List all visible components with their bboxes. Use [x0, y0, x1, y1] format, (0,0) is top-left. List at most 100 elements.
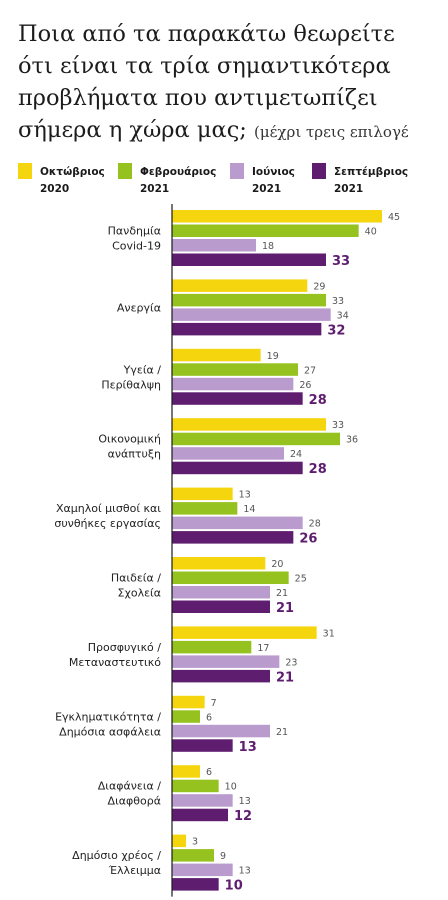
- bar-oct-2020: [172, 210, 382, 223]
- bar-group: Υγεία / Περίθαλψη 19 27 26 28: [101, 348, 327, 408]
- data-label-feb-2021: 25: [295, 574, 307, 585]
- bar-sep-2021: [172, 600, 270, 613]
- data-label-jun-2021: 13: [239, 866, 251, 877]
- legend-label-oct-2020-line-2: 2020: [40, 183, 70, 195]
- bar-group: Προσφυγικό / Μεταναστευτικό 31 17 23 21: [69, 626, 335, 685]
- legend-label-jun-2021: Ιούνιος 2021: [252, 164, 342, 198]
- category-label: Προσφυγικό /: [88, 641, 162, 654]
- bar-oct-2020: [172, 418, 326, 431]
- category-label: Σχολεία: [118, 587, 161, 600]
- data-label-feb-2021: 27: [304, 365, 316, 376]
- data-label-jun-2021: 24: [290, 449, 302, 460]
- data-label-jun-2021: 21: [276, 727, 288, 738]
- bar-feb-2021: [172, 571, 289, 584]
- bar-sep-2021: [172, 878, 219, 891]
- data-label-sep-2021: 26: [299, 532, 317, 547]
- data-label-feb-2021: 40: [365, 227, 377, 238]
- bar-group: Χαμηλοί μισθοί και συνθήκες εργασίας 13 14 2…: [54, 487, 321, 547]
- bar-oct-2020: [172, 487, 233, 501]
- bar-group: Παιδεία / Σχολεία 20 25 21 21: [111, 557, 307, 616]
- bar-chart: ΠανδημίαCovid-1945401833Ανεργία29333432Υ…: [54, 204, 400, 897]
- bar-oct-2020: [172, 348, 261, 362]
- bar-sep-2021: [172, 461, 303, 475]
- bar-jun-2021: [172, 586, 270, 599]
- title-line-1: Ποια από τα παρακάτω θεωρείτε: [18, 21, 395, 47]
- bar-feb-2021: [172, 224, 359, 237]
- legend: Οκτώβριος 2020 Φεβρουάριος 2021 Ιούνιος …: [18, 160, 448, 200]
- bar-sep-2021: [172, 322, 322, 336]
- data-label-oct-2020: 33: [332, 420, 344, 431]
- bar-group: Δημόσιο χρέος / Έλλειμμα 3 9 13 10: [72, 834, 251, 894]
- data-label-sep-2021: 13: [239, 740, 257, 755]
- data-label-sep-2021: 32: [327, 323, 345, 338]
- bar-sep-2021: [172, 253, 326, 266]
- category-label: Πανδημία: [108, 225, 161, 238]
- bar-feb-2021: [172, 849, 214, 862]
- data-label-jun-2021: 18: [262, 241, 274, 252]
- category-label: Δημόσιο χρέος /: [72, 849, 161, 862]
- bar-group: Ανεργία 29 33 34 32: [117, 279, 349, 338]
- title-line-2: ότι είναι τα τρία σημαντικότερα: [18, 53, 391, 79]
- data-label-oct-2020: 45: [388, 212, 400, 223]
- data-label-jun-2021: 23: [285, 657, 297, 668]
- legend-label-sep-2021-line-1: Σεπτέμβριος: [334, 166, 409, 178]
- bar-oct-2020: [172, 695, 205, 709]
- legend-label-feb-2021-line-1: Φεβρουάριος: [140, 166, 217, 178]
- data-label-feb-2021: 36: [346, 435, 358, 446]
- bar-oct-2020: [172, 279, 308, 292]
- data-label-jun-2021: 28: [309, 519, 321, 530]
- data-label-feb-2021: 33: [332, 296, 344, 307]
- data-label-oct-2020: 19: [267, 351, 279, 362]
- legend-label-oct-2020-line-1: Οκτώβριος: [40, 166, 105, 178]
- legend-label-sep-2021: Σεπτέμβριος 2021: [334, 164, 424, 198]
- title-line-3: προβλήματα που αντιμετωπίζει: [18, 85, 378, 111]
- data-label-oct-2020: 3: [192, 837, 198, 848]
- data-label-sep-2021: 10: [225, 879, 243, 894]
- legend-swatch-feb-2021: [118, 163, 132, 179]
- bar-oct-2020: [172, 626, 317, 639]
- data-label-sep-2021: 21: [276, 670, 294, 685]
- legend-swatch-jun-2021: [230, 163, 244, 179]
- bar-sep-2021: [172, 669, 270, 683]
- bar-sep-2021: [172, 392, 303, 405]
- bar-feb-2021: [172, 779, 219, 793]
- category-label: συνθήκες εργασίας: [54, 517, 161, 530]
- bar-oct-2020: [172, 765, 200, 778]
- data-label-sep-2021: 33: [332, 254, 350, 269]
- data-label-jun-2021: 34: [337, 310, 349, 321]
- data-label-sep-2021: 28: [309, 393, 327, 408]
- data-label-oct-2020: 6: [206, 767, 212, 778]
- data-label-oct-2020: 29: [313, 281, 325, 292]
- category-label: Διαφθορά: [108, 795, 161, 808]
- legend-label-jun-2021-line-2: 2021: [252, 183, 282, 195]
- bar-sep-2021: [172, 531, 294, 544]
- legend-swatch-oct-2020: [18, 163, 32, 179]
- chart-title: Ποια από τα παρακάτω θεωρείτε ότι είναι …: [18, 18, 446, 148]
- bar-jun-2021: [172, 516, 303, 530]
- bar-oct-2020: [172, 834, 186, 848]
- category-label: Οικονομική: [98, 433, 161, 446]
- bar-jun-2021: [172, 308, 331, 321]
- data-label-feb-2021: 17: [257, 643, 269, 654]
- data-label-feb-2021: 9: [220, 851, 226, 862]
- legend-label-sep-2021-line-2: 2021: [334, 183, 364, 195]
- data-label-feb-2021: 14: [243, 504, 255, 515]
- category-label: Ανεργία: [117, 301, 161, 314]
- category-label: Χαμηλοί μισθοί και: [56, 502, 161, 515]
- bar-oct-2020: [172, 557, 266, 570]
- data-label-jun-2021: 21: [276, 588, 288, 599]
- data-label-oct-2020: 13: [239, 490, 251, 501]
- category-label: Δημόσια ασφάλεια: [59, 725, 161, 738]
- data-label-feb-2021: 10: [225, 782, 237, 793]
- title-line-4-text: σήμερα η χώρα μας;: [18, 117, 247, 143]
- bar-feb-2021: [172, 640, 252, 654]
- category-label: Έλλειμμα: [108, 864, 161, 877]
- bar-jun-2021: [172, 794, 233, 807]
- category-label: Εγκληματικότητα /: [55, 710, 161, 723]
- data-label-jun-2021: 13: [239, 796, 251, 807]
- legend-label-feb-2021-line-2: 2021: [140, 183, 170, 195]
- data-label-jun-2021: 26: [299, 380, 311, 391]
- bar-jun-2021: [172, 655, 280, 668]
- bar-feb-2021: [172, 432, 340, 446]
- legend-label-feb-2021: Φεβρουάριος 2021: [140, 164, 230, 198]
